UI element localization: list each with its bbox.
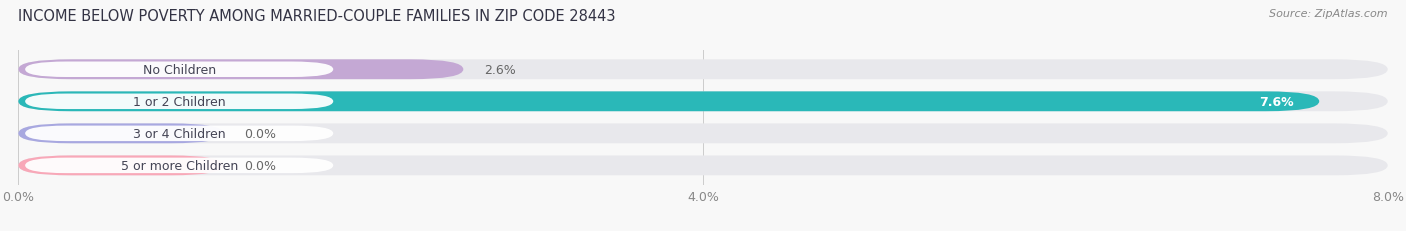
FancyBboxPatch shape [18, 92, 1319, 112]
Text: 0.0%: 0.0% [245, 127, 276, 140]
FancyBboxPatch shape [18, 60, 464, 80]
FancyBboxPatch shape [18, 124, 1388, 144]
Text: 5 or more Children: 5 or more Children [121, 159, 238, 172]
Text: No Children: No Children [142, 64, 215, 76]
FancyBboxPatch shape [18, 156, 1388, 176]
FancyBboxPatch shape [18, 156, 224, 176]
Text: 3 or 4 Children: 3 or 4 Children [134, 127, 225, 140]
FancyBboxPatch shape [25, 94, 333, 109]
FancyBboxPatch shape [25, 62, 333, 78]
FancyBboxPatch shape [18, 124, 224, 144]
Text: INCOME BELOW POVERTY AMONG MARRIED-COUPLE FAMILIES IN ZIP CODE 28443: INCOME BELOW POVERTY AMONG MARRIED-COUPL… [18, 9, 616, 24]
Text: 1 or 2 Children: 1 or 2 Children [134, 95, 225, 108]
Text: 2.6%: 2.6% [484, 64, 516, 76]
Text: 7.6%: 7.6% [1258, 95, 1294, 108]
Text: 0.0%: 0.0% [245, 159, 276, 172]
FancyBboxPatch shape [18, 92, 1388, 112]
FancyBboxPatch shape [18, 60, 1388, 80]
FancyBboxPatch shape [25, 126, 333, 141]
FancyBboxPatch shape [25, 158, 333, 173]
Text: Source: ZipAtlas.com: Source: ZipAtlas.com [1270, 9, 1388, 19]
